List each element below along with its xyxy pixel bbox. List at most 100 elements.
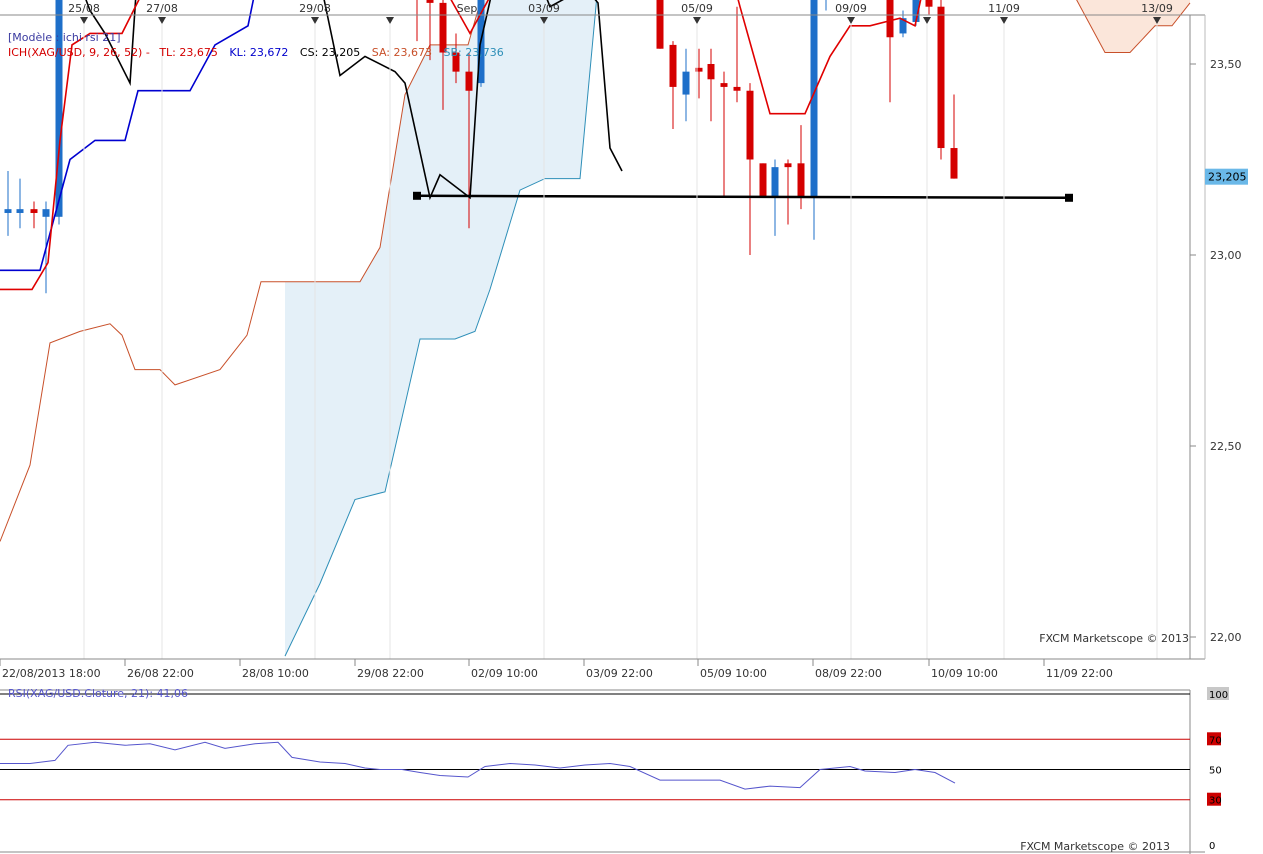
candle (759, 163, 767, 198)
rsi-tick-label: 50 (1209, 766, 1222, 777)
rsi-tick-label: 70 (1209, 735, 1222, 746)
senkou-a-value: SA: 23,673 (372, 46, 432, 59)
candle (746, 83, 754, 255)
rsi-tick-label: 0 (1209, 841, 1215, 852)
rsi-tick-label: 30 (1209, 796, 1222, 807)
candle-body (886, 0, 894, 38)
watermark-main: FXCM Marketscope © 2013 (1039, 632, 1189, 645)
time-tick-label: 10/09 10:00 (931, 667, 998, 680)
date-marker-icon (1153, 17, 1161, 24)
date-marker-icon (386, 17, 394, 24)
rsi-level-badge (1207, 792, 1221, 806)
candle (707, 48, 715, 122)
candle-body (912, 0, 920, 22)
time-tick-label: 22/08/2013 18:00 (2, 667, 101, 680)
candle-body (797, 163, 805, 198)
rsi-level-badge (1207, 687, 1229, 700)
candle-body (707, 64, 715, 80)
date-marker-icon (1000, 17, 1008, 24)
candle-body (899, 18, 907, 34)
rsi-line (0, 741, 956, 790)
candle (30, 201, 38, 229)
last-price-box (1205, 168, 1248, 185)
ich-label: ICH(XAG/USD, 9, 26, 52) - (8, 46, 150, 59)
template-label: [Modèle : ichi rsi 21] (8, 31, 121, 44)
chikou-value: CS: 23,205 (300, 46, 360, 59)
time-tick-label: 28/08 10:00 (242, 667, 309, 680)
time-tick-label: 11/09 22:00 (1046, 667, 1113, 680)
candle-body (784, 163, 792, 168)
cloud-bullish (285, 0, 597, 657)
top-date-label: 05/09 (681, 2, 713, 15)
price-tick-label: 23,50 (1210, 58, 1242, 71)
candle-body (30, 209, 38, 213)
candle-body (810, 0, 818, 198)
candle-body (746, 90, 754, 160)
time-tick-label: 02/09 10:00 (471, 667, 538, 680)
candle-body (925, 0, 933, 7)
time-tick-label: 08/09 22:00 (815, 667, 882, 680)
senkou-span-b-line (284, 0, 598, 657)
watermark-rsi: FXCM Marketscope © 2013 (1020, 840, 1170, 853)
candle (733, 6, 741, 103)
time-tick-label: 03/09 22:00 (586, 667, 653, 680)
candle (55, 0, 63, 225)
date-marker-icon (923, 17, 931, 24)
time-tick-label: 29/08 22:00 (357, 667, 424, 680)
tenkan-sen-line (0, 0, 922, 291)
support-trendline[interactable] (416, 194, 1070, 200)
candle (4, 170, 12, 236)
last-price-tag: 23,205 (1205, 168, 1248, 185)
last-price-label: 23,205 (1208, 171, 1247, 184)
kijun-sen-line (0, 0, 255, 272)
candle (950, 94, 958, 179)
top-date-label: 09/09 (835, 2, 867, 15)
candle-body (669, 44, 677, 87)
candle-body (682, 71, 690, 95)
trendline-handle-right[interactable] (1065, 193, 1073, 202)
rsi-header: RSI(XAG/USD.Cloture, 21): 41,06 (8, 687, 188, 700)
date-marker-icon (847, 17, 855, 24)
candle-body (439, 2, 447, 53)
top-date-label: 03/09 (528, 2, 560, 15)
candle-body (656, 0, 664, 49)
top-date-label: 13/09 (1141, 2, 1173, 15)
date-marker-icon (80, 17, 88, 24)
candle-body (4, 209, 12, 213)
candle-body (720, 83, 728, 87)
candle-body (452, 52, 460, 72)
top-date-label: 29/08 (299, 2, 331, 15)
tenkan-value: TL: 23,675 (158, 46, 218, 59)
candle (439, 0, 447, 110)
ichimoku-header: ICH(XAG/USD, 9, 26, 52) - TL: 23,675 KL:… (8, 46, 504, 59)
candle-body (771, 167, 779, 198)
price-tick-label: 22,00 (1210, 631, 1242, 644)
candle (810, 0, 818, 240)
candle (426, 0, 434, 61)
candle-body (695, 67, 703, 72)
senkou-span-a-line (0, 0, 1191, 542)
candle-body (465, 71, 473, 91)
candle (925, 0, 933, 15)
trendline-handle-left[interactable] (413, 191, 421, 200)
rsi-tick-label: 100 (1209, 690, 1228, 701)
candle-body (759, 163, 767, 198)
candle (886, 0, 894, 103)
candle (669, 41, 677, 129)
axes-group: 22,0022,5023,0023,5024,0024,5025,0023,20… (0, 2, 1248, 680)
price-panel (0, 0, 1191, 659)
candle-body (950, 148, 958, 179)
candle (682, 48, 690, 122)
time-tick-label: 05/09 10:00 (700, 667, 767, 680)
top-date-label: 27/08 (146, 2, 178, 15)
candle (695, 48, 703, 99)
price-tick-label: 23,00 (1210, 249, 1242, 262)
price-tick-label: 22,50 (1210, 440, 1242, 453)
top-date-label: 25/08 (68, 2, 100, 15)
kijun-value: KL: 23,672 (229, 46, 288, 59)
candle (937, 0, 945, 160)
candle (16, 178, 24, 229)
chikou-span-line (85, 0, 623, 201)
candle-body (426, 0, 434, 3)
